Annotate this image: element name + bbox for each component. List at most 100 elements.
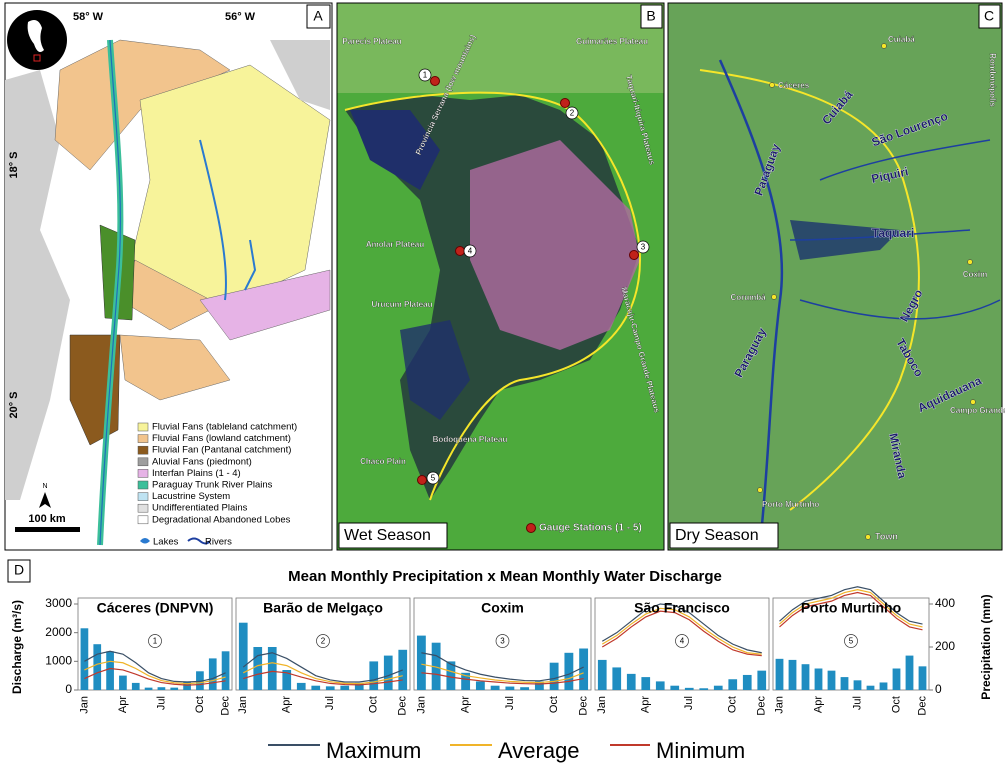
- y2-axis-label: Precipitation (mm): [979, 594, 993, 699]
- bar: [892, 668, 901, 690]
- legend-entry: Undifferentiated Plains: [152, 503, 248, 514]
- bar: [208, 658, 217, 690]
- x-tick-label: Jan: [596, 696, 608, 714]
- scale-label: 100 km: [28, 513, 66, 525]
- panel-label: C: [984, 8, 994, 24]
- bar: [416, 635, 426, 690]
- bar: [131, 682, 140, 690]
- line: [601, 603, 762, 654]
- bar: [461, 672, 471, 690]
- legend-entry: Interfan Plains (1 - 4): [152, 468, 241, 479]
- legend-entry: Gauge Stations (1 - 5): [539, 523, 642, 534]
- bar: [311, 685, 321, 690]
- station-number: 5: [849, 637, 854, 646]
- bar: [253, 647, 263, 690]
- bar: [742, 674, 752, 690]
- x-tick-label: Jan: [237, 696, 249, 714]
- subchart-title: Porto Murtinho: [801, 600, 901, 616]
- bar: [340, 685, 350, 690]
- x-tick-label: Apr: [812, 696, 824, 713]
- bar: [728, 679, 738, 690]
- place-label: Amolar Plateau: [366, 240, 424, 249]
- y-tick-label: 1000: [45, 654, 72, 668]
- bar: [534, 681, 544, 690]
- panel-c-map: [667, 2, 1003, 551]
- bar: [775, 658, 784, 690]
- chart-title: Mean Monthly Precipitation x Mean Monthl…: [288, 568, 722, 585]
- subchart-title: Cáceres (DNPVN): [97, 600, 214, 616]
- y-axis-label: Discharge (m³/s): [10, 600, 24, 694]
- bar: [655, 681, 665, 690]
- panel-label: B: [646, 8, 655, 24]
- season-label: Wet Season: [344, 527, 431, 544]
- line: [421, 663, 584, 684]
- legend-swatch: [137, 422, 149, 432]
- station-badge: [844, 634, 858, 648]
- longitude-label: 56° W: [225, 11, 256, 23]
- bar: [505, 686, 515, 690]
- subchart-title: Coxim: [481, 600, 524, 616]
- bar: [475, 681, 485, 690]
- latitude-label: 20° S: [8, 391, 20, 418]
- panel-label: A: [313, 8, 323, 24]
- river-label: Taquari: [872, 226, 914, 240]
- gauge-station: [560, 98, 570, 108]
- gauge-badge: [418, 68, 432, 82]
- legend-swatch: [137, 445, 149, 455]
- line: [84, 660, 226, 685]
- station-badge: [495, 634, 510, 648]
- gauge-station: [455, 246, 465, 256]
- y2-tick-label: 400: [935, 596, 955, 610]
- bar: [144, 687, 153, 690]
- line: [421, 652, 584, 682]
- latitude-label: 18° S: [8, 151, 20, 178]
- subchart-title: São Francisco: [634, 600, 730, 616]
- panel-a-map: [4, 2, 333, 551]
- x-tick-label: Oct: [368, 696, 380, 713]
- gauge-badge: [426, 471, 440, 485]
- station-badge: [316, 634, 330, 648]
- panel-d-label-box: [7, 559, 31, 583]
- x-tick-label: Dec: [756, 696, 768, 716]
- town-marker: [769, 82, 775, 88]
- x-tick-label: Dec: [397, 696, 409, 716]
- x-tick-label: Dec: [578, 696, 590, 716]
- legend-entry: Paraguay Trunk River Plains: [152, 480, 273, 491]
- y-tick-label: 2000: [45, 625, 72, 639]
- line: [601, 610, 762, 657]
- bar: [918, 666, 927, 690]
- bar: [157, 687, 166, 690]
- gauge-station: [629, 250, 639, 260]
- legend-entry: Lacustrine System: [152, 491, 230, 502]
- gauge-badge: [636, 240, 650, 254]
- legend-entry: Fluvial Fans (lowland catchment): [152, 433, 291, 444]
- legend-swatch: [137, 503, 149, 513]
- bar: [221, 651, 230, 690]
- bar: [905, 655, 914, 690]
- bar: [788, 659, 797, 690]
- gauge-station: [430, 76, 440, 86]
- legend-swatch: [137, 480, 149, 490]
- x-tick-label: Jul: [851, 696, 863, 710]
- bar: [757, 670, 767, 690]
- bar: [170, 687, 179, 690]
- place-label: Urucum Plateau: [372, 300, 433, 309]
- bar: [383, 655, 393, 690]
- bar: [80, 628, 89, 690]
- bar: [699, 688, 709, 690]
- x-tick-label: Apr: [640, 696, 652, 713]
- y2-tick-label: 0: [935, 682, 942, 696]
- bar: [801, 664, 810, 690]
- station-number: 3: [500, 637, 505, 646]
- bar: [853, 680, 862, 690]
- place-label: Guimarães Plateau: [576, 37, 648, 46]
- gauge-number: 5: [431, 474, 436, 483]
- bar: [238, 622, 248, 690]
- place-label: Bodoquena Plateau: [433, 435, 508, 444]
- town-label: Coxim: [963, 270, 987, 279]
- season-label: Dry Season: [675, 527, 759, 544]
- line: [779, 591, 923, 631]
- bar: [196, 671, 204, 690]
- bar: [520, 687, 530, 690]
- bar: [814, 668, 823, 690]
